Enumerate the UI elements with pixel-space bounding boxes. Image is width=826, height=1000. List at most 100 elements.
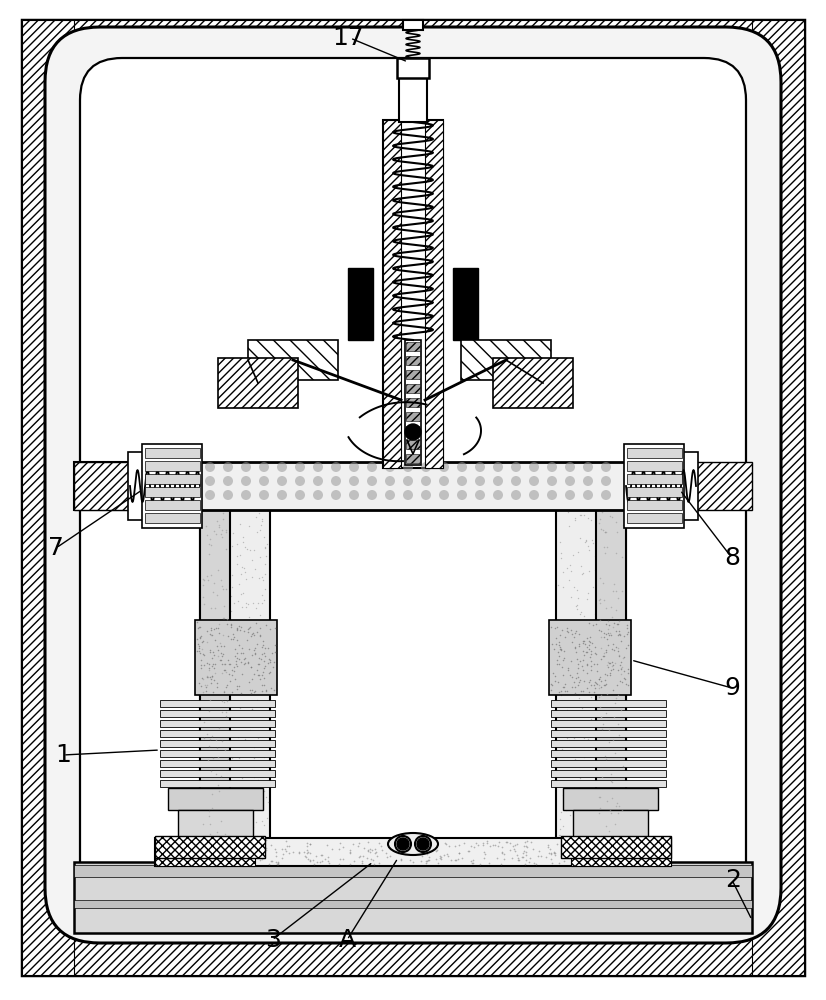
Point (429, 459, 442, 475)
Point (239, 736, 252, 752)
Point (595, 629, 608, 645)
Point (172, 91, 185, 107)
Point (194, 639, 207, 655)
Point (605, 774, 619, 790)
Point (712, 86, 725, 102)
Point (553, 641, 567, 657)
Point (422, 885, 435, 901)
Point (210, 740, 223, 756)
Point (232, 618, 245, 634)
Point (206, 795, 220, 811)
Point (238, 623, 251, 639)
Point (87, 483, 100, 499)
Point (296, 365, 309, 381)
Point (560, 778, 573, 794)
Point (586, 783, 599, 799)
Point (263, 654, 277, 670)
Point (255, 813, 268, 829)
Point (221, 611, 234, 627)
Circle shape (223, 490, 233, 500)
Point (79, 579, 93, 595)
Point (202, 794, 215, 810)
Point (681, 758, 694, 774)
Point (531, 848, 544, 864)
Point (695, 348, 709, 364)
Point (317, 620, 330, 636)
Point (235, 559, 249, 575)
Point (457, 401, 470, 417)
Point (602, 767, 615, 783)
Point (360, 75, 373, 91)
Point (629, 724, 642, 740)
Point (164, 113, 177, 129)
Point (178, 231, 192, 247)
Point (429, 380, 442, 396)
Point (667, 695, 680, 711)
Point (613, 551, 626, 567)
Point (738, 405, 751, 421)
Point (227, 477, 240, 493)
Point (125, 275, 138, 291)
Point (567, 708, 581, 724)
Point (601, 686, 614, 702)
Point (699, 68, 712, 84)
Point (624, 235, 637, 251)
Point (451, 876, 464, 892)
Point (230, 622, 244, 638)
Point (578, 798, 591, 814)
Point (223, 691, 236, 707)
Point (594, 511, 607, 527)
Point (235, 680, 249, 696)
Point (589, 793, 602, 809)
Point (548, 845, 561, 861)
Point (280, 838, 293, 854)
Point (224, 824, 237, 840)
Point (85, 225, 98, 241)
Point (625, 842, 638, 858)
Point (225, 579, 239, 595)
Point (176, 867, 189, 883)
Point (192, 795, 205, 811)
Point (608, 831, 621, 847)
Point (162, 822, 175, 838)
Point (594, 702, 607, 718)
Point (555, 663, 568, 679)
Point (554, 827, 567, 843)
Point (239, 731, 252, 747)
Point (719, 864, 732, 880)
Point (217, 683, 230, 699)
Point (197, 633, 210, 649)
Point (285, 652, 298, 668)
Point (592, 476, 605, 492)
Point (309, 663, 322, 679)
Point (615, 761, 628, 777)
Point (243, 619, 256, 635)
Point (237, 534, 250, 550)
Point (695, 137, 708, 153)
Point (219, 847, 232, 863)
Point (173, 833, 186, 849)
Point (620, 398, 634, 414)
Point (672, 629, 686, 645)
Point (214, 792, 227, 808)
Point (231, 624, 244, 640)
Point (618, 884, 631, 900)
Point (216, 822, 230, 838)
Point (628, 604, 641, 620)
Circle shape (475, 476, 485, 486)
Point (367, 852, 380, 868)
Point (219, 699, 232, 715)
Point (474, 498, 487, 514)
Point (608, 824, 621, 840)
Point (600, 694, 613, 710)
Point (206, 750, 220, 766)
Point (134, 378, 147, 394)
Point (192, 278, 205, 294)
Point (179, 151, 192, 167)
Point (597, 740, 610, 756)
Circle shape (259, 490, 269, 500)
Point (351, 596, 364, 612)
Point (609, 789, 622, 805)
Point (741, 311, 754, 327)
Point (561, 147, 574, 163)
